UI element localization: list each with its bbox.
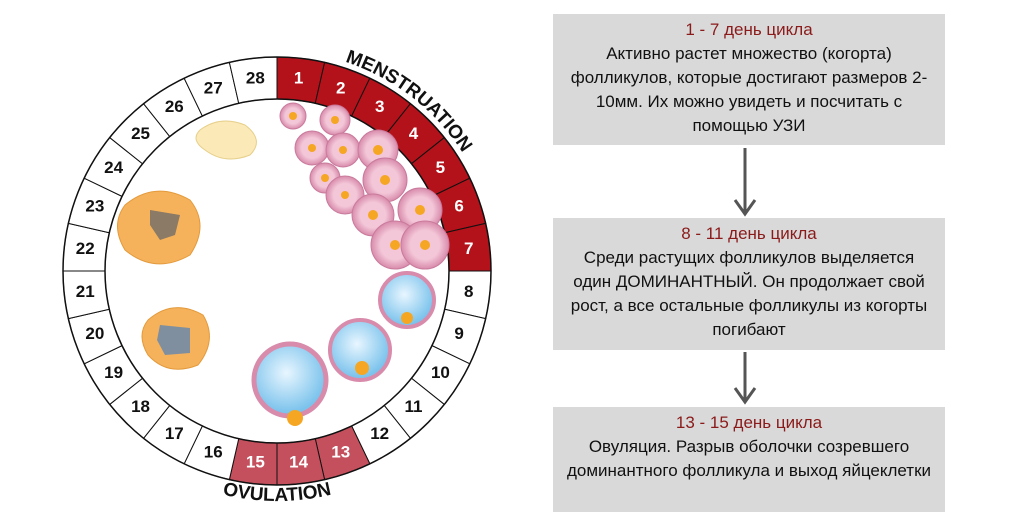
day-number: 22 [76, 239, 95, 258]
follicles [117, 102, 450, 426]
ring-outline [62, 56, 492, 486]
day-number: 24 [104, 158, 123, 177]
step-box: 8 - 11 день цикла Среди растущих фоллику… [553, 218, 945, 350]
cycle-ring: 1234567891011121314151617181920212223242… [62, 56, 492, 486]
day-number: 27 [204, 78, 223, 97]
day-number: 5 [436, 158, 445, 177]
day-number: 9 [454, 324, 463, 343]
day-number: 16 [204, 443, 223, 462]
day-number: 6 [454, 197, 463, 216]
day-number: 8 [464, 282, 473, 301]
day-number: 14 [289, 452, 308, 471]
day-number: 19 [104, 363, 123, 382]
arrows [733, 148, 757, 405]
step-title: 13 - 15 день цикла [675, 413, 823, 432]
day-number: 1 [294, 69, 303, 88]
day-number: 21 [76, 282, 95, 301]
day-number: 25 [131, 124, 150, 143]
day-number: 7 [464, 239, 473, 258]
day-number: 20 [85, 324, 104, 343]
day-number: 3 [375, 97, 384, 116]
step-text: Активно растет множество (когорта) фолли… [570, 44, 928, 135]
day-number: 18 [131, 397, 150, 416]
step-title: 8 - 11 день цикла [681, 224, 817, 243]
day-number: 26 [165, 97, 184, 116]
step-box: 13 - 15 день цикла Овуляция. Разрыв обол… [553, 407, 945, 512]
day-number: 23 [85, 197, 104, 216]
day-number: 15 [246, 452, 265, 471]
day-number: 10 [431, 363, 450, 382]
day-number: 2 [336, 78, 345, 97]
day-number: 11 [404, 397, 422, 416]
day-number: 4 [409, 124, 419, 143]
step-text: Овуляция. Разрыв оболочки созревшего дом… [566, 437, 932, 480]
ring-inner [104, 98, 450, 444]
day-number: 12 [370, 424, 389, 443]
day-number: 13 [331, 443, 350, 462]
day-number: 28 [246, 69, 265, 88]
day-number: 17 [165, 424, 184, 443]
step-box: 1 - 7 день цикла Активно растет множеств… [553, 14, 945, 145]
step-text: Среди растущих фолликулов выделяется оди… [570, 248, 928, 339]
step-title: 1 - 7 день цикла [685, 20, 813, 39]
